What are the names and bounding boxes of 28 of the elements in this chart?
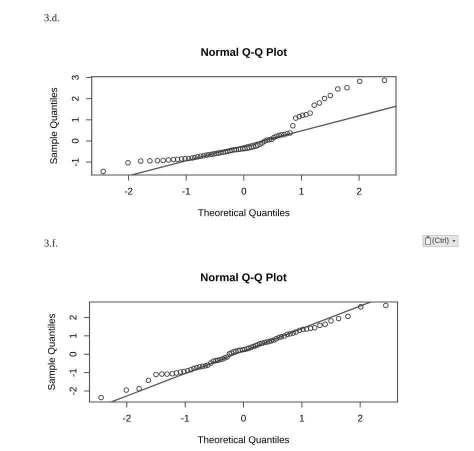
y-tick-label: 1 [70, 334, 76, 338]
x-tick-label: -2 [122, 414, 131, 422]
text: 3.d. [44, 14, 59, 22]
y-tick-label: 2 [72, 96, 79, 101]
y-tick-label: 0 [72, 138, 79, 144]
y-tick-label: -1 [72, 158, 79, 166]
chart-title: Normal Q-Q Plot [201, 273, 287, 284]
y-tick-label: 2 [70, 315, 76, 320]
x-tick-label: 0 [241, 414, 246, 422]
x-tick-label: 1 [300, 188, 304, 195]
chart-title: Normal Q-Q Plot [201, 48, 287, 58]
x-tick-label: 2 [356, 188, 362, 195]
x-tick-label: 1 [300, 414, 304, 422]
y-tick-label: -2 [70, 387, 76, 395]
text: 3.f. [44, 239, 58, 247]
y-axis-title: Sample Quantiles [50, 88, 60, 164]
y-tick-label: 0 [70, 352, 76, 357]
x-axis-title: Theoretical Quantiles [198, 436, 290, 445]
x-tick-label: -1 [181, 414, 190, 422]
x-axis-title: Theoretical Quantiles [198, 209, 290, 218]
x-tick-label: 2 [358, 414, 362, 422]
y-tick-label: 3 [72, 75, 79, 80]
x-tick-label: 0 [242, 188, 246, 195]
y-tick-label: 1 [72, 118, 79, 122]
x-tick-label: -1 [182, 188, 190, 195]
x-tick-label: -2 [124, 188, 132, 195]
y-tick-label: -1 [70, 368, 76, 376]
y-axis-title: Sample Quantiles [48, 314, 57, 390]
